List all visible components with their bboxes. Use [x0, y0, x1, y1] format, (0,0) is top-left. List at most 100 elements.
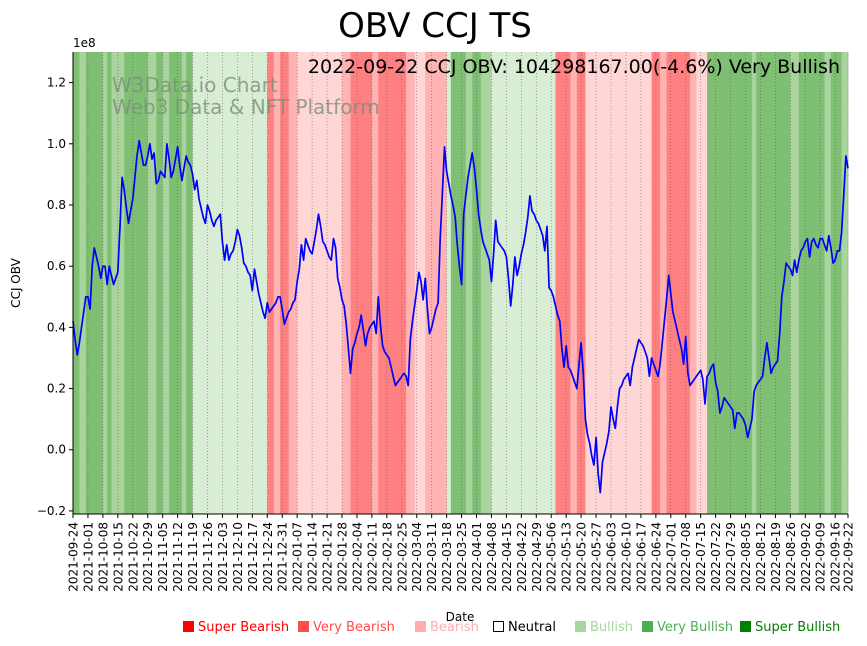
legend-label: Very Bearish — [313, 620, 395, 635]
x-tick-label-14: 2021-12-31 — [276, 522, 290, 592]
x-tick-label-7: 2021-11-12 — [171, 522, 185, 592]
chart-subtitle: 2022-09-22 CCJ OBV: 104298167.00(-4.6%) … — [308, 56, 840, 78]
x-tick-label-40: 2022-07-01 — [664, 522, 678, 592]
signal-band-48 — [798, 52, 825, 514]
legend-label: Very Bullish — [657, 620, 734, 635]
signal-band-24 — [386, 52, 407, 514]
signal-band-13 — [186, 52, 193, 514]
x-tick-label-0: 2021-09-24 — [67, 522, 81, 592]
x-tick-label-17: 2022-01-21 — [321, 522, 335, 592]
signal-band-16 — [273, 52, 281, 514]
legend-label: Neutral — [508, 620, 556, 635]
y-tick-label-2: 0.2 — [47, 382, 66, 396]
signal-band-8 — [147, 52, 157, 514]
x-tick-label-33: 2022-05-13 — [560, 522, 574, 592]
x-tick-label-1: 2021-10-01 — [81, 522, 95, 592]
x-tick-label-3: 2021-10-15 — [111, 522, 125, 592]
signal-band-42 — [690, 52, 697, 514]
x-tick-label-22: 2022-02-25 — [395, 522, 409, 592]
signal-band-28 — [446, 52, 452, 514]
legend-swatch-icon — [575, 621, 586, 632]
x-tick-label-43: 2022-07-22 — [709, 522, 723, 592]
x-tick-label-31: 2022-04-29 — [530, 522, 544, 592]
legend-label: Super Bullish — [755, 620, 841, 635]
x-tick-label-42: 2022-07-15 — [694, 522, 708, 592]
signal-band-37 — [585, 52, 599, 514]
obv-series-line — [72, 139, 849, 494]
legend-swatch-icon — [740, 621, 751, 632]
signal-band-1 — [79, 52, 87, 514]
x-tick-label-20: 2022-02-11 — [365, 522, 379, 592]
signal-band-29 — [450, 52, 467, 514]
legend-item-very-bearish: Very Bearish — [298, 620, 395, 635]
vertical-gridlines — [72, 52, 849, 514]
signal-band-22 — [371, 52, 379, 514]
signal-band-26 — [414, 52, 426, 514]
signal-band-10 — [162, 52, 170, 514]
x-tick-label-18: 2022-01-28 — [336, 522, 350, 592]
x-tick-label-50: 2022-09-09 — [814, 522, 828, 592]
signal-band-2 — [85, 52, 104, 514]
x-tick-label-37: 2022-06-10 — [620, 522, 634, 592]
x-tick-label-32: 2022-05-06 — [545, 522, 559, 592]
watermark-line-2: Web3 Data & NFT Platform — [112, 95, 380, 119]
x-tick-label-46: 2022-08-12 — [754, 522, 768, 592]
x-tick-label-16: 2022-01-14 — [306, 522, 320, 592]
y-axis-label: CCJ OBV — [9, 257, 23, 307]
x-tick-label-48: 2022-08-26 — [784, 522, 798, 592]
legend-label: Super Bearish — [198, 620, 290, 635]
signal-band-12 — [181, 52, 187, 514]
signal-band-49 — [824, 52, 832, 514]
signal-bands — [73, 52, 849, 514]
x-tick-label-6: 2021-11-05 — [156, 522, 170, 592]
x-axis-label: Date — [446, 610, 475, 624]
legend-label: Bullish — [590, 620, 634, 635]
x-tick-label-19: 2022-02-04 — [351, 522, 365, 592]
signal-band-7 — [124, 52, 149, 514]
signal-band-25 — [406, 52, 415, 514]
signal-band-47 — [790, 52, 800, 514]
legend-label: Bearish — [430, 620, 479, 635]
x-tick-label-36: 2022-06-03 — [605, 522, 619, 592]
signal-band-50 — [830, 52, 842, 514]
signal-band-41 — [666, 52, 691, 514]
x-tick-label-34: 2022-05-20 — [575, 522, 589, 592]
x-tick-label-23: 2022-03-04 — [410, 522, 424, 592]
signal-band-20 — [342, 52, 351, 514]
legend-swatch-icon — [298, 621, 309, 632]
x-tick-label-35: 2022-05-27 — [590, 522, 604, 592]
legend-item-very-bullish: Very Bullish — [642, 620, 733, 635]
x-tick-label-8: 2021-11-19 — [186, 522, 200, 592]
x-tick-label-49: 2022-09-02 — [799, 522, 813, 592]
x-tick-label-9: 2021-11-26 — [201, 522, 215, 592]
signal-band-46 — [756, 52, 791, 514]
y-tick-label-4: 0.6 — [47, 259, 66, 273]
signal-band-51 — [841, 52, 849, 514]
x-tick-label-5: 2021-10-29 — [141, 522, 155, 592]
x-tick-label-38: 2022-06-17 — [634, 522, 648, 592]
y-tick-label-0: −0.2 — [37, 504, 66, 518]
signal-band-19 — [297, 52, 343, 514]
x-tick-label-2: 2021-10-08 — [96, 522, 110, 592]
watermark-line-1: W3Data.io Chart — [112, 73, 278, 97]
signal-band-15 — [267, 52, 275, 514]
signal-band-0 — [73, 52, 80, 514]
x-tick-label-27: 2022-04-01 — [470, 522, 484, 592]
signal-band-43 — [696, 52, 708, 514]
legend-swatch-icon — [183, 621, 194, 632]
signal-band-40 — [660, 52, 667, 514]
chart-title: OBV CCJ TS — [338, 6, 532, 46]
signal-band-32 — [480, 52, 492, 514]
signal-band-9 — [156, 52, 164, 514]
legend-item-bullish: Bullish — [575, 620, 633, 635]
x-tick-label-30: 2022-04-22 — [515, 522, 529, 592]
x-tick-label-51: 2022-09-16 — [829, 522, 843, 592]
legend-item-neutral: Neutral — [493, 620, 556, 635]
x-tick-label-29: 2022-04-15 — [500, 522, 514, 592]
signal-band-3 — [102, 52, 108, 514]
signal-band-6 — [117, 52, 125, 514]
y-tick-label-1: 0.0 — [47, 443, 66, 457]
x-tick-label-25: 2022-03-18 — [440, 522, 454, 592]
x-tick-label-41: 2022-07-08 — [679, 522, 693, 592]
